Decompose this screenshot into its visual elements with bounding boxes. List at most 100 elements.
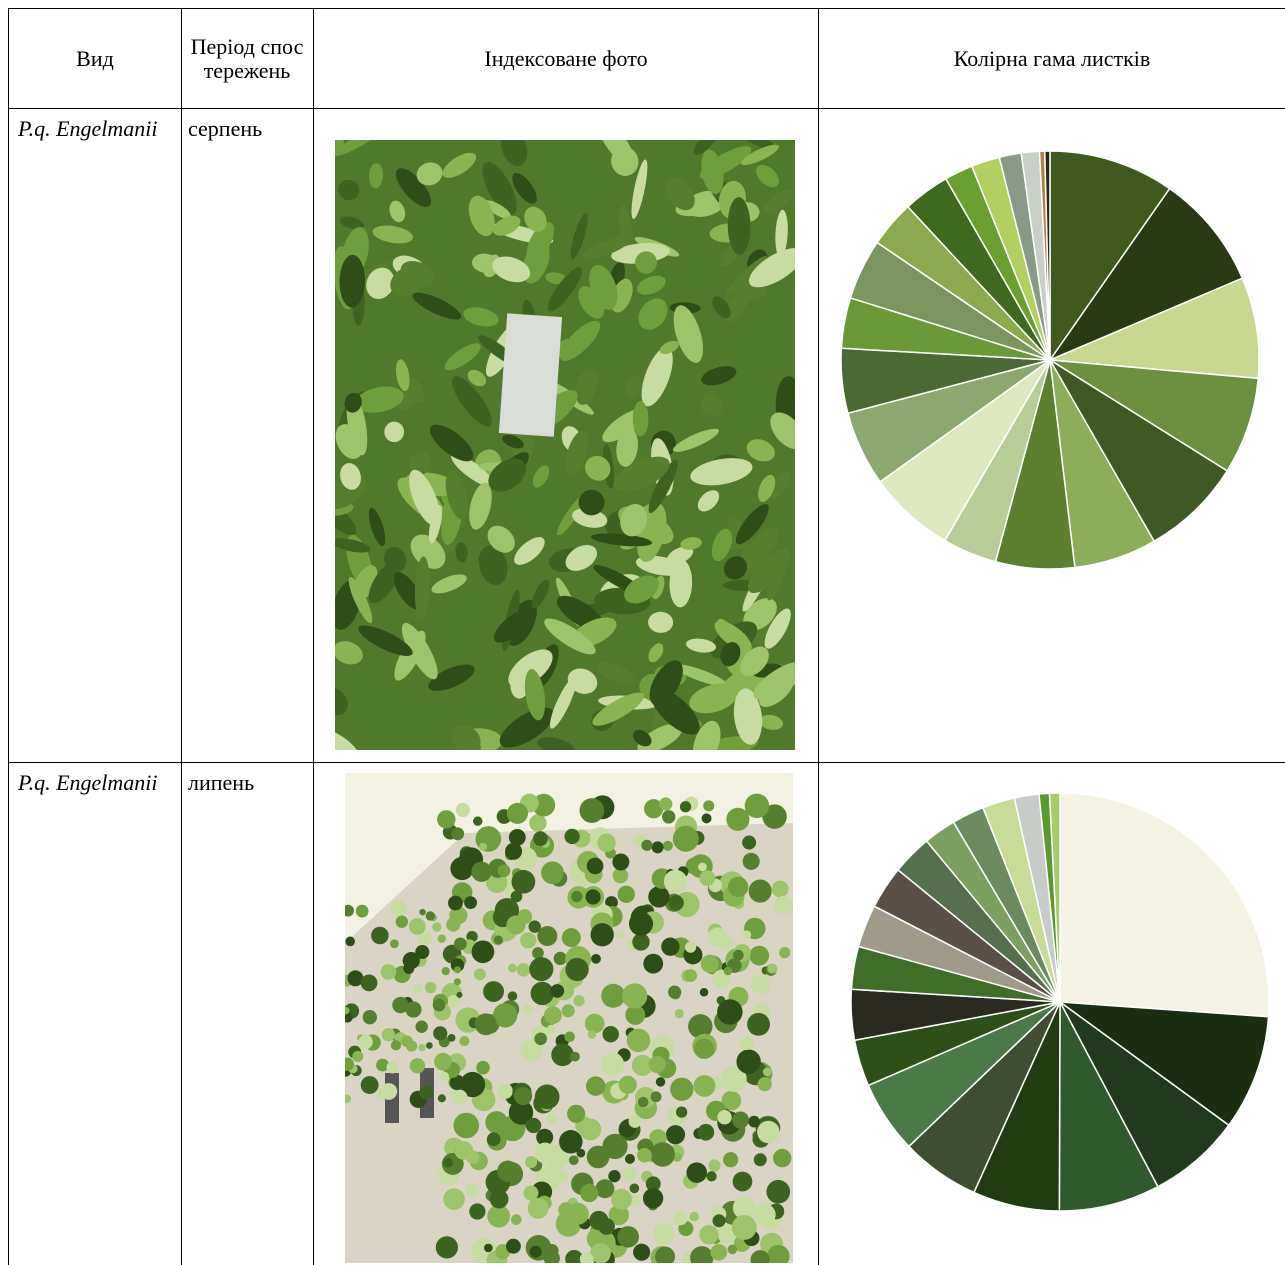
leaf xyxy=(686,1162,708,1183)
leaf xyxy=(380,964,397,980)
leaf xyxy=(425,1042,433,1049)
leaf xyxy=(437,1094,446,1103)
leaf xyxy=(395,382,420,411)
leaf xyxy=(345,936,356,947)
leaf xyxy=(443,1157,453,1168)
leaf xyxy=(661,810,676,824)
leaf xyxy=(508,649,553,688)
leaf xyxy=(464,896,478,910)
leaf xyxy=(448,1090,456,1097)
leaf xyxy=(636,275,666,295)
leaf xyxy=(335,688,348,716)
leaf xyxy=(544,618,596,655)
leaf xyxy=(624,1153,635,1164)
leaf xyxy=(414,556,430,620)
leaf xyxy=(601,983,626,1008)
leaf xyxy=(502,434,524,449)
leaf xyxy=(585,455,611,481)
leaf xyxy=(389,200,406,223)
leaf xyxy=(638,298,668,330)
leaf xyxy=(564,1031,575,1043)
leaf xyxy=(756,164,779,188)
leaf xyxy=(559,1130,583,1154)
leaf xyxy=(366,267,395,300)
leaf xyxy=(561,928,581,948)
leaf xyxy=(514,1087,533,1106)
leaf xyxy=(444,343,481,371)
leaf xyxy=(732,1171,753,1192)
leaf xyxy=(529,814,547,832)
leaf xyxy=(506,915,526,935)
leaf xyxy=(699,146,752,179)
leaf xyxy=(510,890,523,903)
leaf xyxy=(685,857,703,875)
leaf xyxy=(476,1060,490,1075)
leaf xyxy=(684,941,697,953)
leaf xyxy=(355,386,404,413)
leaf xyxy=(701,366,737,386)
leaf xyxy=(626,1028,651,1053)
leaf xyxy=(592,692,645,726)
leaf xyxy=(661,937,680,956)
leaf xyxy=(390,939,399,949)
leaf xyxy=(352,1050,364,1062)
leaf xyxy=(651,841,664,854)
leaf xyxy=(523,1185,539,1201)
leaf xyxy=(493,935,503,945)
leaf xyxy=(508,1100,534,1125)
leaf xyxy=(487,1204,511,1228)
leaf xyxy=(410,534,446,569)
pie-slice xyxy=(1059,792,1270,1018)
leaf xyxy=(659,340,679,355)
leaf xyxy=(527,1197,549,1219)
leaf xyxy=(767,1244,790,1263)
leaf xyxy=(741,144,780,166)
pie-slice xyxy=(1058,1001,1159,1212)
pie-slice xyxy=(1057,1001,1270,1127)
leaf xyxy=(648,611,674,633)
leaf xyxy=(697,1123,715,1141)
leaf xyxy=(665,1125,686,1145)
leaf xyxy=(390,1040,402,1051)
leaf xyxy=(578,489,605,516)
pie-chart xyxy=(850,792,1270,1212)
leaf xyxy=(655,1246,676,1263)
pie-slice xyxy=(1049,150,1171,363)
leaf xyxy=(700,394,723,417)
leaf xyxy=(767,963,778,974)
leaf xyxy=(770,412,795,450)
leaf xyxy=(712,296,731,319)
leaf xyxy=(689,1211,699,1222)
leaf xyxy=(710,1243,728,1261)
leaf xyxy=(723,556,748,580)
leaf xyxy=(585,1076,606,1096)
leaf xyxy=(493,607,536,643)
leaf xyxy=(570,212,588,259)
leaf xyxy=(728,876,749,898)
leaf xyxy=(508,828,526,846)
photo xyxy=(345,773,793,1263)
leaf xyxy=(335,729,361,750)
leaf xyxy=(727,197,751,255)
leaf xyxy=(759,675,794,707)
leaf xyxy=(620,503,648,537)
leaf xyxy=(673,305,704,363)
leaf xyxy=(633,1243,651,1261)
leaf xyxy=(717,999,743,1025)
border xyxy=(8,8,1285,9)
leaf xyxy=(345,1007,350,1015)
leaf xyxy=(358,625,413,656)
leaf xyxy=(442,152,477,178)
leaf xyxy=(582,236,631,260)
leaf xyxy=(529,957,554,982)
leaf xyxy=(345,1012,353,1023)
leaf xyxy=(546,1024,556,1034)
leaf xyxy=(669,559,693,608)
leaf xyxy=(432,998,446,1012)
leaf xyxy=(471,940,495,964)
leaf xyxy=(445,471,468,520)
leaf xyxy=(648,459,678,514)
leaf xyxy=(528,920,541,933)
leaf xyxy=(413,984,423,994)
leaf xyxy=(335,140,385,157)
